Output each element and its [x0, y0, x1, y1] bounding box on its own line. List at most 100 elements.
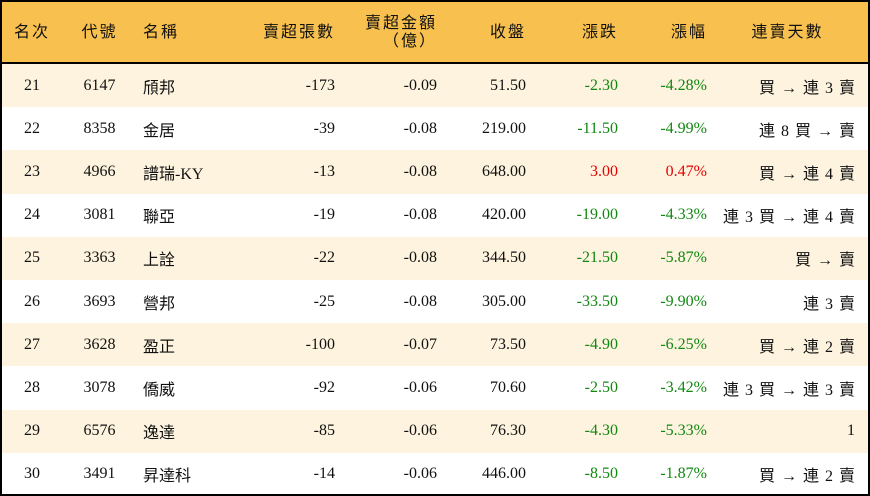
header-name[interactable]: 名稱	[137, 2, 237, 64]
name-cell: 金居	[143, 122, 176, 140]
change-cell: -4.90	[526, 323, 618, 367]
close-cell: 51.50	[437, 63, 526, 108]
change-cell: -4.30	[526, 409, 618, 453]
sell-amount-cell: -0.06	[335, 409, 437, 453]
code-cell: 8358	[83, 119, 116, 137]
sell-amount-cell: -0.08	[403, 292, 437, 310]
sell-shares-cell: -14	[313, 465, 335, 483]
rank-cell: 23	[2, 150, 62, 194]
code-cell: 4966	[62, 150, 137, 194]
change-cell: -11.50	[577, 119, 618, 137]
change-cell: -2.30	[526, 63, 618, 108]
table-row[interactable]: 21 6147 頎邦 -173 -0.09 51.50 -2.30 -4.28% 買 → 連 3…	[2, 63, 868, 108]
change-cell: -2.50	[584, 378, 618, 396]
sell-amount-cell: -0.08	[403, 206, 437, 224]
code-cell: 3078	[83, 378, 116, 396]
pct-cell: -6.25%	[618, 323, 707, 367]
sell-shares-cell: -39	[313, 119, 335, 137]
streak-cell: 買 → 連 2 賣	[758, 468, 856, 486]
change-cell: -19.00	[576, 206, 618, 224]
pct-cell: -5.87%	[618, 236, 707, 280]
code-cell: 3363	[62, 236, 137, 280]
sell-amount-cell: -0.08	[335, 150, 437, 194]
pct-cell: -4.33%	[660, 206, 707, 224]
close-cell: 344.50	[437, 236, 526, 280]
streak-cell: 連 8 買 → 賣	[758, 122, 856, 140]
close-cell: 446.00	[482, 465, 526, 483]
close-cell: 219.00	[482, 119, 526, 137]
header-streak[interactable]: 連賣天數	[707, 2, 868, 64]
name-cell: 頎邦	[137, 63, 237, 108]
rank-cell: 22	[24, 119, 40, 137]
code-cell: 3491	[83, 465, 116, 483]
close-cell: 70.60	[490, 378, 526, 396]
sell-amount-cell: -0.08	[403, 119, 437, 137]
pct-cell: -1.87%	[660, 465, 707, 483]
sell-shares-cell: -13	[237, 150, 335, 194]
table-row[interactable]: 29 6576 逸達 -85 -0.06 76.30 -4.30 -5.33% 1	[2, 409, 868, 453]
sell-amount-cell: -0.07	[335, 323, 437, 367]
header-close[interactable]: 收盤	[437, 2, 526, 64]
sell-amount-cell: -0.06	[403, 465, 437, 483]
table-row[interactable]: 23 4966 譜瑞-KY -13 -0.08 648.00 3.00 0.47% 買 → 連 …	[2, 150, 868, 194]
table-row[interactable]: 27 3628 盈正 -100 -0.07 73.50 -4.90 -6.25% 買 → 連 2…	[2, 323, 868, 367]
streak-cell: 1	[707, 409, 868, 453]
rank-cell: 21	[2, 63, 62, 108]
streak-cell: 連 3 買 → 連 3 賣	[722, 381, 856, 399]
header-row: 名次 代號 名稱 賣超張數 賣超金額 （億） 收盤 漲跌 漲幅 連賣天數	[2, 2, 868, 64]
table-row[interactable]: 25 3363 上詮 -22 -0.08 344.50 -21.50 -5.87% 買 → 賣	[2, 236, 868, 280]
code-cell: 3081	[83, 206, 116, 224]
table-row[interactable]: 28 3078 僑威 -92 -0.06 70.60 -2.50 -3.42% 連 3 買 → …	[2, 366, 868, 409]
pct-cell: 0.47%	[618, 150, 707, 194]
table-row[interactable]: 24 3081 聯亞 -19 -0.08 420.00 -19.00 -4.33% 連 3 買 …	[2, 194, 868, 237]
pct-cell: -4.28%	[618, 63, 707, 108]
rank-cell: 27	[2, 323, 62, 367]
close-cell: 305.00	[482, 292, 526, 310]
pct-cell: -9.90%	[660, 292, 707, 310]
pct-cell: -5.33%	[618, 409, 707, 453]
code-cell: 6576	[62, 409, 137, 453]
close-cell: 420.00	[482, 206, 526, 224]
header-code[interactable]: 代號	[62, 2, 137, 64]
header-change[interactable]: 漲跌	[526, 2, 618, 64]
table-row[interactable]: 26 3693 營邦 -25 -0.08 305.00 -33.50 -9.90% 連 3 賣	[2, 280, 868, 323]
sell-amount-cell: -0.09	[335, 63, 437, 108]
name-cell: 聯亞	[143, 209, 176, 227]
code-cell: 3693	[83, 292, 116, 310]
header-sell-amount-line1: 賣超金額	[364, 13, 437, 32]
change-cell: 3.00	[526, 150, 618, 194]
change-cell: -33.50	[576, 292, 618, 310]
code-cell: 6147	[62, 63, 137, 108]
streak-cell: 買 → 連 3 賣	[707, 63, 868, 108]
sell-shares-cell: -100	[237, 323, 335, 367]
rank-cell: 26	[24, 292, 40, 310]
sell-shares-cell: -173	[237, 63, 335, 108]
change-cell: -8.50	[584, 465, 618, 483]
pct-cell: -4.99%	[660, 119, 707, 137]
header-sell-amount-line2: （億）	[382, 31, 437, 50]
header-sell-shares[interactable]: 賣超張數	[237, 2, 335, 64]
close-cell: 73.50	[437, 323, 526, 367]
table-row[interactable]: 22 8358 金居 -39 -0.08 219.00 -11.50 -4.99% 連 8 買 …	[2, 107, 868, 150]
header-pct[interactable]: 漲幅	[618, 2, 707, 64]
rank-cell: 25	[2, 236, 62, 280]
sell-shares-cell: -22	[237, 236, 335, 280]
name-cell: 譜瑞-KY	[137, 150, 237, 194]
sell-amount-cell: -0.06	[403, 378, 437, 396]
name-cell: 僑威	[143, 381, 176, 399]
header-rank[interactable]: 名次	[2, 2, 62, 64]
name-cell: 昇達科	[143, 468, 192, 486]
rank-cell: 30	[24, 465, 40, 483]
streak-cell: 買 → 賣	[707, 236, 868, 280]
table-row[interactable]: 30 3491 昇達科 -14 -0.06 446.00 -8.50 -1.87% 買 → 連 …	[2, 453, 868, 496]
sell-shares-cell: -85	[237, 409, 335, 453]
close-cell: 76.30	[437, 409, 526, 453]
rank-cell: 24	[24, 206, 40, 224]
header-sell-amount[interactable]: 賣超金額 （億）	[335, 2, 437, 64]
sell-shares-cell: -19	[313, 206, 335, 224]
close-cell: 648.00	[437, 150, 526, 194]
name-cell: 上詮	[137, 236, 237, 280]
name-cell: 盈正	[137, 323, 237, 367]
streak-cell: 連 3 買 → 連 4 賣	[722, 209, 856, 227]
